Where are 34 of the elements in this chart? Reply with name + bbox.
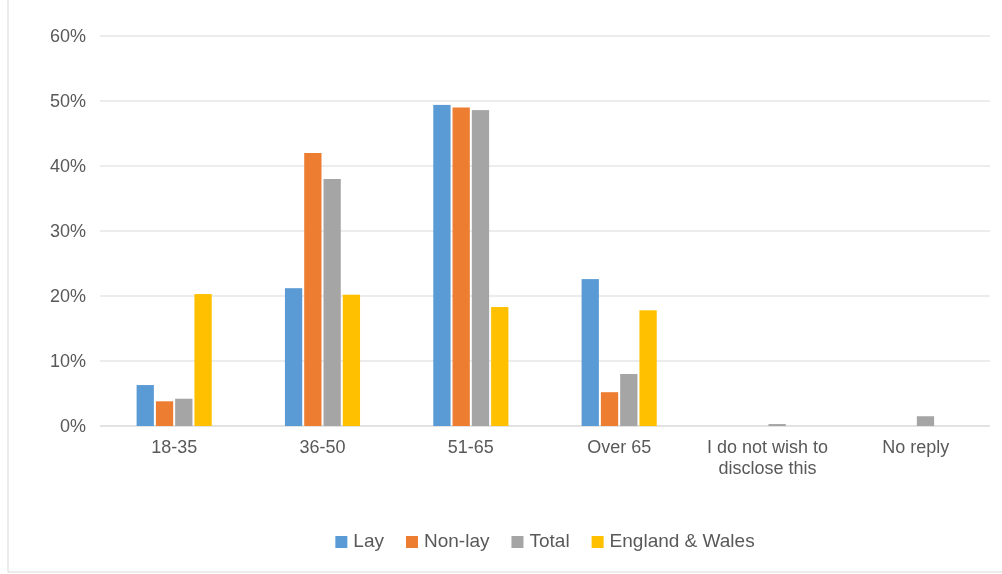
bar [155,401,174,426]
x-tick-label: 36-50 [299,436,346,457]
bar [620,374,638,426]
bar [491,307,509,426]
x-tick-label: No reply [882,436,950,457]
bar [136,385,154,426]
x-tick-label: 51-65 [447,436,494,457]
legend-label: Lay [353,530,385,551]
y-tick-label: 40% [49,156,86,177]
y-tick-label: 10% [49,351,86,372]
bar [639,310,657,426]
bar [433,104,451,426]
bar [304,153,322,426]
legend-label: England & Wales [609,530,755,551]
y-tick-label: 50% [49,91,86,112]
bar [471,110,490,426]
legend-label: Non-lay [423,530,490,551]
y-tick-label: 20% [49,286,86,307]
bar [175,398,193,426]
bar [600,392,619,426]
bar [194,294,212,426]
bar [916,416,935,426]
x-tick-label: I do not wish to disclose this [706,436,829,479]
x-tick-label: 18-35 [151,436,198,457]
bar [323,179,341,426]
y-tick-label: 0% [59,416,86,437]
bar [284,288,303,426]
bar [452,107,470,426]
x-tick-label: Over 65 [587,436,652,457]
y-tick-label: 30% [49,221,86,242]
bar [581,279,599,426]
y-tick-label: 60% [49,26,86,47]
legend-label: Total [529,530,570,551]
bar [342,294,361,426]
